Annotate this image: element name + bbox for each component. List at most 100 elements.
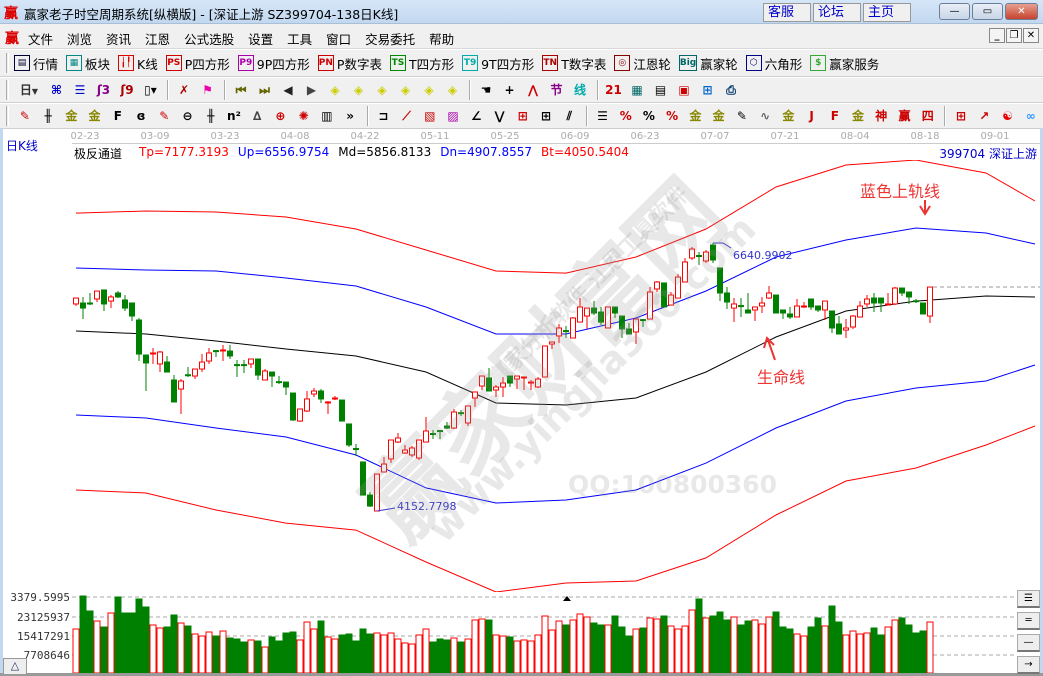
spiral-icon[interactable]: ɞ — [136, 109, 146, 123]
hand-icon[interactable]: ☚ — [480, 83, 492, 97]
pencil-icon[interactable]: ✎ — [736, 109, 747, 123]
gold-ratio-icon[interactable]: 金 — [65, 109, 78, 123]
line-tool-icon[interactable]: ⋀ — [527, 83, 539, 97]
taiji-icon[interactable]: ☯ — [1002, 109, 1013, 123]
toolbar-button-9[interactable]: ◎ 江恩轮 — [614, 54, 671, 73]
crosshair-icon[interactable]: + — [504, 83, 515, 97]
menu-item-3[interactable]: 江恩 — [145, 32, 171, 47]
j-angle-icon[interactable]: J — [809, 109, 814, 123]
toolbar-grip[interactable] — [6, 80, 9, 100]
menu-item-8[interactable]: 交易委托 — [365, 32, 416, 47]
grid-icon[interactable]: ⊞ — [517, 109, 528, 123]
marker-icon[interactable]: ✎ — [159, 109, 170, 123]
wave9-icon[interactable]: ʃ9 — [120, 83, 134, 97]
gann-box-icon[interactable]: ▧ — [424, 109, 436, 123]
sine-icon[interactable]: ∿ — [760, 109, 771, 123]
n-squared-icon[interactable]: n² — [227, 109, 241, 123]
volume-scale-1-button[interactable]: — — [1017, 634, 1040, 652]
zoom-in-icon[interactable]: ◈ — [424, 83, 434, 97]
volume-scale-arrow-button[interactable]: → — [1017, 656, 1040, 674]
menu-item-2[interactable]: 资讯 — [106, 32, 132, 47]
child-restore-button[interactable]: ❐ — [1006, 28, 1022, 43]
panel-toggle-button[interactable]: △ — [3, 658, 27, 675]
menu-item-4[interactable]: 公式选股 — [184, 32, 235, 47]
calculator-icon[interactable]: ▦ — [631, 83, 643, 97]
period-selector[interactable]: 日▼ — [19, 83, 39, 97]
cycle-lines-icon[interactable]: ╫ — [44, 109, 52, 123]
angle-icon[interactable]: ∆ — [253, 109, 262, 123]
toolbar-button-1[interactable]: ▦ 板块 — [66, 54, 110, 73]
right-arrow-icon[interactable]: ▶ — [306, 83, 317, 97]
percent-levels-icon[interactable]: % — [666, 109, 679, 123]
trend-icon[interactable]: ↗ — [979, 109, 990, 123]
four-angle-icon[interactable]: 四 — [921, 109, 934, 123]
f-angle-icon[interactable]: F — [830, 109, 839, 123]
cross-grid-icon[interactable]: ⊞ — [955, 109, 967, 123]
more-icon[interactable]: » — [346, 109, 355, 123]
network-icon[interactable]: ⊞ — [702, 83, 713, 97]
zoom-out-icon[interactable]: ◈ — [447, 83, 458, 97]
homepage-button[interactable]: 主页 — [863, 3, 911, 22]
stock-link-icon[interactable]: ⌘ — [50, 83, 63, 97]
zigzag-icon[interactable]: ⋁ — [494, 109, 505, 123]
section-icon[interactable]: 节 — [550, 83, 563, 97]
shift-left-icon[interactable]: ◈ — [330, 83, 340, 97]
save-icon[interactable]: ▣ — [678, 83, 690, 97]
win-angle-icon[interactable]: 赢 — [898, 109, 911, 123]
parallel-icon[interactable]: ⫽ — [566, 109, 572, 123]
first-icon[interactable]: ⏮ — [235, 83, 247, 97]
gold-circle-icon[interactable]: 金 — [689, 109, 702, 123]
last-icon[interactable]: ⏭ — [259, 83, 270, 97]
minimize-button[interactable]: — — [939, 3, 970, 20]
customer-service-button[interactable]: 客服 — [763, 3, 811, 22]
candle-type-icon[interactable]: ▯▾ — [144, 83, 157, 97]
menu-item-9[interactable]: 帮助 — [429, 32, 455, 47]
child-close-button[interactable]: ✕ — [1023, 28, 1039, 43]
toolbar-button-7[interactable]: T9 9T四方形 — [462, 54, 534, 73]
speed-lines-icon[interactable]: ∠ — [470, 109, 482, 123]
fib-icon[interactable]: F — [113, 109, 122, 123]
indicator-name[interactable]: 极反通道 — [74, 147, 123, 161]
menu-item-0[interactable]: 文件 — [28, 32, 54, 47]
gann-line-icon[interactable]: 线 — [573, 83, 586, 97]
print-icon[interactable]: ⎙ — [726, 83, 736, 97]
volume-scale-2-button[interactable]: ═ — [1017, 612, 1040, 630]
web-icon[interactable]: ✺ — [298, 109, 309, 123]
report-icon[interactable]: ▤ — [654, 83, 667, 97]
toolbar-button-8[interactable]: TN T数字表 — [542, 54, 606, 73]
target-icon[interactable]: ⊕ — [275, 109, 286, 123]
notes-icon[interactable]: ☰ — [74, 83, 86, 97]
expand-icon[interactable]: ◈ — [377, 83, 387, 97]
menu-item-5[interactable]: 设置 — [248, 32, 274, 47]
kline-chart[interactable]: 02-23 03-09 03-23 04-08 04-22 05-11 05-25 06-09… — [0, 128, 1043, 676]
child-minimize-button[interactable]: _ — [989, 28, 1005, 43]
toolbar-button-0[interactable]: ▤ 行情 — [14, 54, 58, 73]
shrink-icon[interactable]: ◈ — [400, 83, 411, 97]
close-button[interactable]: ✕ — [1005, 3, 1038, 20]
toolbar-button-3[interactable]: PS P四方形 — [165, 54, 230, 73]
ruler-icon[interactable]: ▥ — [321, 109, 333, 123]
flag-icon[interactable]: ⚑ — [202, 83, 213, 97]
gold-angle-icon[interactable]: 金 — [852, 109, 865, 123]
toolbar-button-12[interactable]: $ 赢家服务 — [810, 54, 879, 73]
gann-fan-box-icon[interactable]: ▨ — [447, 109, 459, 123]
forum-button[interactable]: 论坛 — [813, 3, 861, 22]
toolbar-button-2[interactable]: ╽╿ K线 — [118, 54, 158, 73]
toolbar-button-5[interactable]: PN P数字表 — [317, 54, 382, 73]
gold-levels-icon[interactable]: 金 — [712, 109, 725, 123]
grid2-icon[interactable]: ⊞ — [540, 109, 552, 123]
menu-item-1[interactable]: 浏览 — [67, 32, 93, 47]
bars-icon[interactable]: ☰ — [597, 109, 608, 123]
percent-line-icon[interactable]: % — [619, 109, 632, 123]
menu-item-7[interactable]: 窗口 — [326, 32, 352, 47]
calendar-icon[interactable]: 21 — [605, 83, 622, 97]
left-arrow-icon[interactable]: ◀ — [283, 83, 293, 97]
toolbar-button-6[interactable]: TS T四方形 — [389, 54, 454, 73]
wave3-icon[interactable]: ʃ3 — [96, 83, 111, 97]
shift-right-icon[interactable]: ◈ — [353, 83, 364, 97]
pen-icon[interactable]: ✎ — [19, 109, 30, 123]
infinity-icon[interactable]: ∞ — [1025, 109, 1036, 123]
maximize-button[interactable]: ▭ — [972, 3, 1003, 20]
gold-line-icon[interactable]: 金 — [782, 109, 795, 123]
toolbar-button-10[interactable]: Big 赢家轮 — [678, 54, 738, 73]
